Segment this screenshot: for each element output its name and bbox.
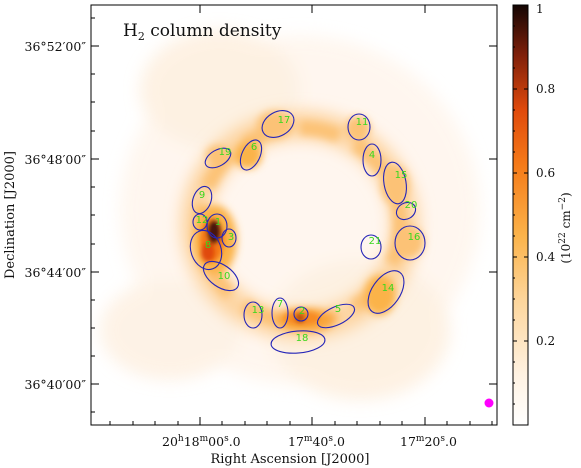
y-axis [91, 17, 497, 413]
clump-ellipse-14 [367, 270, 405, 314]
clump-label-4: 4 [369, 150, 375, 161]
x-axis [109, 5, 493, 425]
clump-ellipse-20 [395, 201, 417, 221]
clump-ellipse-10 [202, 260, 240, 292]
y-tick-labels: 36°52′00″ 36°48′00″ 36°44′00″ 36°40′00″ [25, 39, 87, 392]
x-tick-label: 17m40s.0 [288, 434, 345, 449]
clump-ellipses [189, 110, 426, 354]
clump-label-8: 8 [205, 240, 211, 251]
colorbar [512, 4, 529, 426]
panel-title-main: H [123, 21, 138, 41]
clump-label-14: 14 [382, 283, 395, 294]
colorbar-tick-label: 0.8 [536, 82, 555, 96]
clump-label-6: 6 [251, 142, 257, 153]
clump-label-20: 20 [405, 200, 418, 211]
clump-label-3: 3 [228, 232, 234, 243]
clump-label-18: 18 [296, 333, 309, 344]
clump-ellipse-17 [261, 110, 295, 138]
clump-label-9: 9 [199, 190, 205, 201]
clump-label-1: 1 [215, 217, 221, 228]
panel-title-sub: 2 [138, 30, 145, 43]
clump-ellipse-3 [221, 228, 237, 248]
clump-label-17: 17 [278, 115, 291, 126]
colorbar-ticks [513, 4, 528, 405]
x-tick-labels: 20h18m00s.0 17m40s.0 17m20s.0 [162, 434, 457, 449]
clump-ellipse-21 [360, 234, 382, 260]
density-map [91, 5, 497, 425]
clump-ellipse-7 [271, 297, 289, 329]
colorbar-tick-label: 0.6 [536, 166, 555, 180]
clump-ellipse-13 [243, 301, 263, 329]
clump-label-19: 19 [219, 147, 232, 158]
clump-label-21: 21 [369, 236, 382, 247]
clump-ellipse-6 [239, 139, 263, 171]
clump-label-10: 10 [218, 271, 231, 282]
clump-label-13: 13 [252, 305, 265, 316]
panel-title-rest: column density [145, 21, 282, 41]
clump-label-5: 5 [335, 304, 341, 315]
clump-ellipse-19 [204, 147, 232, 169]
x-tick-label: 20h18m00s.0 [162, 434, 241, 449]
clump-ellipse-5 [316, 303, 356, 329]
x-tick-label: 17m20s.0 [400, 434, 457, 449]
clump-ellipse-12 [192, 213, 208, 231]
y-tick-label: 36°52′00″ [25, 39, 87, 54]
clump-label-12: 12 [196, 215, 209, 226]
clump-ellipse-2 [293, 306, 309, 322]
clump-label-15: 15 [395, 170, 408, 181]
clump-label-16: 16 [408, 232, 421, 243]
clump-label-7: 7 [277, 299, 283, 310]
clump-label-11: 11 [356, 117, 369, 128]
clump-ellipse-9 [191, 185, 213, 215]
panel-title: H2 column density [123, 21, 282, 43]
x-axis-title: Right Ascension [J2000] [210, 452, 369, 467]
clump-ellipse-15 [383, 161, 407, 205]
beam-marker [484, 398, 494, 408]
clump-ellipse-18 [270, 330, 326, 354]
clump-ellipse-4 [362, 143, 382, 177]
clump-label-2: 2 [299, 306, 305, 317]
colorbar-tick-label: 0.2 [536, 334, 555, 348]
colorbar-tick-label: 0.4 [536, 250, 555, 264]
y-tick-label: 36°44′00″ [25, 265, 87, 280]
y-tick-label: 36°40′00″ [25, 377, 87, 392]
colorbar-tick-labels: 1 0.8 0.6 0.4 0.2 [536, 2, 555, 348]
colorbar-title: (1022 cm−2) [558, 192, 573, 263]
clump-labels: 1 2 3 4 5 6 7 8 9 10 11 12 13 14 15 16 1… [196, 115, 421, 344]
y-axis-title: Declination [J2000] [3, 151, 18, 279]
clump-ellipse-11 [347, 113, 371, 141]
y-tick-label: 36°48′00″ [25, 152, 87, 167]
clump-ellipse-16 [394, 225, 426, 261]
clump-ellipse-8 [189, 229, 223, 271]
colorbar-tick-label: 1 [536, 2, 544, 16]
